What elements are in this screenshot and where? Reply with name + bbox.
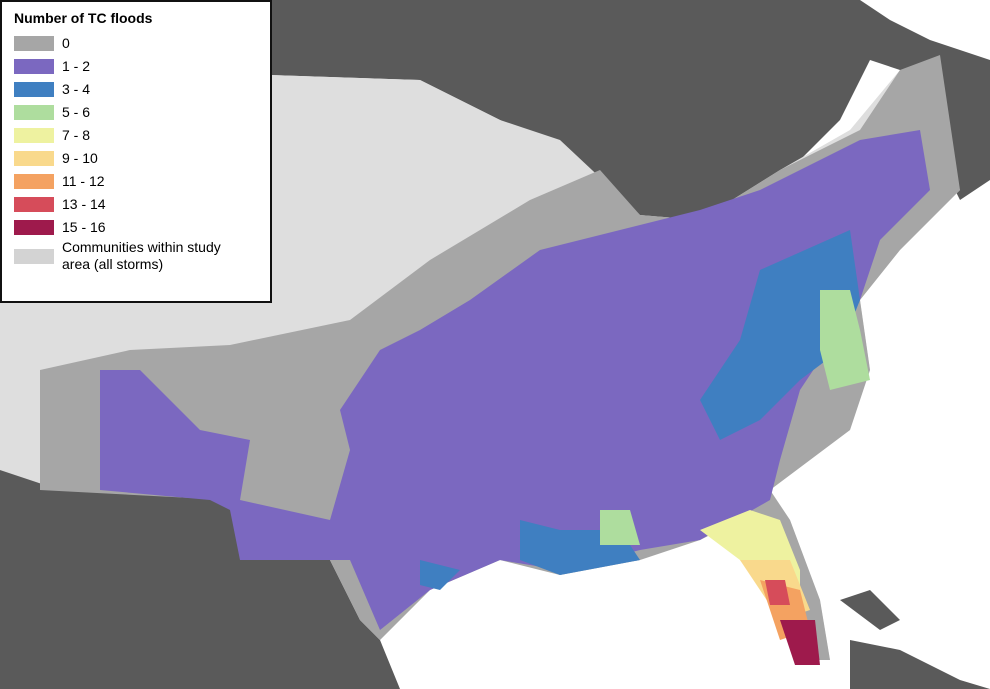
legend-swatch	[14, 197, 54, 212]
legend-label: 3 - 4	[62, 81, 91, 97]
region-5-6	[820, 290, 870, 390]
region-13-14	[765, 580, 790, 605]
legend-swatch	[14, 174, 54, 189]
legend-label: 0	[62, 35, 70, 51]
legend-label: 1 - 2	[62, 58, 91, 74]
legend-swatch	[14, 220, 54, 235]
legend-items: 0 1 - 2 3 - 4 5 - 6 7 - 8 9 - 10 11 - 12 13 - 1…	[14, 32, 258, 273]
region-3-4	[700, 230, 860, 440]
legend-item: 11 - 12	[14, 170, 258, 193]
legend-item: 7 - 8	[14, 124, 258, 147]
caribbean-island	[840, 590, 900, 630]
ocean-north	[860, 0, 990, 60]
legend-title: Number of TC floods	[14, 10, 153, 26]
legend-swatch	[14, 105, 54, 120]
legend-swatch	[14, 151, 54, 166]
legend-item: 1 - 2	[14, 55, 258, 78]
legend-item: 3 - 4	[14, 78, 258, 101]
legend-label: 15 - 16	[62, 219, 106, 235]
legend-item: 13 - 14	[14, 193, 258, 216]
legend: Number of TC floods 0 1 - 2 3 - 4 5 - 6 7 - …	[0, 0, 272, 303]
legend-item: 5 - 6	[14, 101, 258, 124]
caribbean-island	[850, 640, 990, 689]
legend-item: 15 - 16	[14, 216, 258, 239]
region-3-4	[420, 560, 460, 590]
legend-label: 9 - 10	[62, 150, 98, 166]
legend-item: 9 - 10	[14, 147, 258, 170]
legend-label: 7 - 8	[62, 127, 91, 143]
legend-swatch	[14, 36, 54, 51]
legend-item: 0	[14, 32, 258, 55]
mexico	[0, 470, 400, 689]
region-1-2	[100, 130, 930, 630]
legend-item: Communities within study area (all storm…	[14, 239, 258, 273]
legend-label: 5 - 6	[62, 104, 91, 120]
legend-swatch	[14, 248, 54, 264]
legend-swatch	[14, 59, 54, 74]
legend-label: 11 - 12	[62, 173, 105, 189]
legend-label: Communities within study area (all storm…	[62, 239, 221, 272]
legend-label: 13 - 14	[62, 196, 106, 212]
legend-swatch	[14, 82, 54, 97]
region-5-6	[600, 510, 640, 545]
region-15-16	[780, 620, 820, 665]
legend-swatch	[14, 128, 54, 143]
